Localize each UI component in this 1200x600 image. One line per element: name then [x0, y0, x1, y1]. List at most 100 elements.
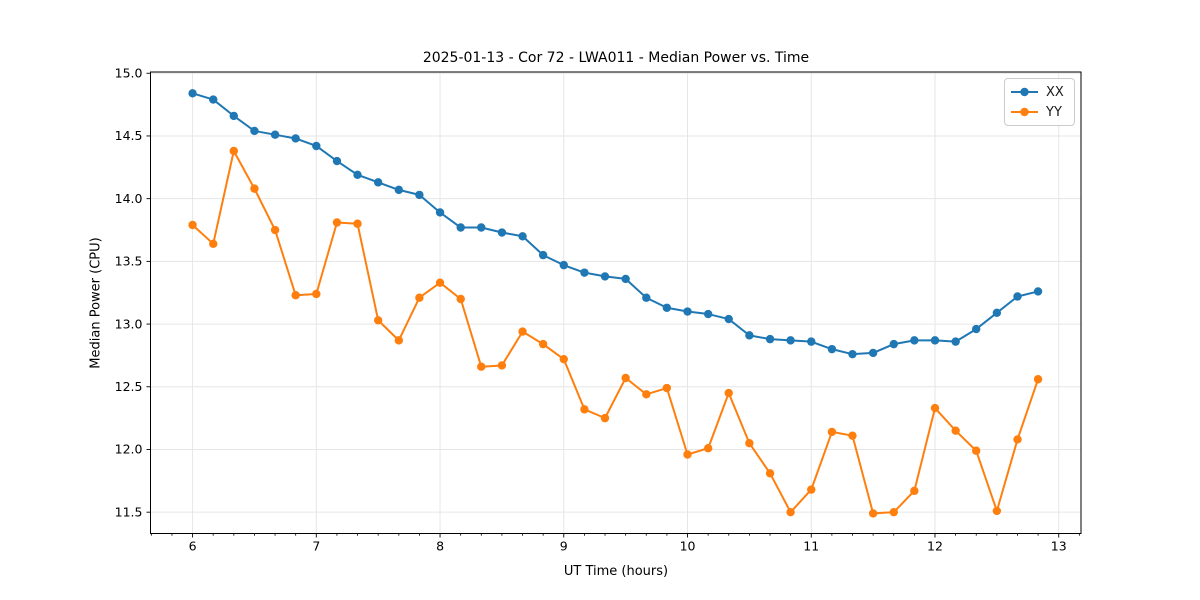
y-tick-label: 13.5 [115, 254, 143, 269]
data-point-xx [621, 274, 630, 284]
data-point-xx [250, 126, 259, 136]
data-point-xx [889, 339, 898, 349]
data-point-yy [600, 413, 610, 423]
legend-label-xx: XX [1046, 84, 1064, 100]
data-point-yy [827, 427, 837, 437]
data-point-yy [642, 390, 651, 399]
data-point-yy [353, 219, 362, 228]
legend-swatch-yy-icon [1011, 107, 1038, 117]
data-point-xx [270, 130, 280, 139]
y-tick-label: 13.0 [115, 316, 143, 331]
data-point-yy [209, 239, 218, 249]
legend-swatch-xx-icon [1011, 87, 1038, 97]
data-point-yy [250, 184, 259, 193]
data-point-yy [1013, 435, 1022, 444]
data-point-yy [1033, 375, 1043, 384]
y-tick-label: 11.5 [115, 504, 143, 519]
x-tick-label: 7 [312, 539, 320, 554]
data-point-xx [188, 89, 197, 98]
data-point-xx [703, 309, 713, 319]
data-point-yy [497, 361, 507, 370]
data-point-xx [910, 336, 919, 345]
data-point-xx [827, 344, 837, 354]
data-point-yy [373, 316, 383, 325]
data-point-yy [683, 450, 692, 459]
data-point-xx [497, 228, 507, 237]
data-point-xx [724, 314, 733, 324]
data-point-xx [229, 111, 238, 121]
chart-title: 2025-01-13 - Cor 72 - LWA011 - Median Po… [422, 50, 810, 66]
data-point-yy [930, 403, 940, 413]
data-point-yy [745, 439, 754, 448]
y-tick-label: 12.5 [115, 379, 143, 394]
data-point-yy [477, 362, 486, 371]
x-axis-label: UT Time (hours) [563, 564, 669, 579]
legend-item-xx: XX [1010, 82, 1068, 102]
data-point-yy [807, 485, 816, 494]
data-point-yy [270, 225, 280, 235]
data-point-xx [209, 95, 218, 104]
data-point-yy [291, 291, 300, 300]
x-tick-label: 13 [1051, 539, 1067, 554]
data-point-xx [291, 134, 300, 143]
data-point-yy [910, 486, 919, 496]
data-point-xx [868, 348, 878, 358]
data-point-xx [971, 324, 981, 334]
data-point-yy [868, 509, 878, 518]
data-point-xx [559, 260, 568, 270]
x-tick-label: 6 [189, 539, 197, 554]
data-point-xx [394, 185, 404, 195]
x-tick-label: 10 [680, 539, 696, 554]
series-line-yy [191, 150, 1040, 515]
data-point-xx [951, 337, 960, 346]
data-point-xx [683, 307, 692, 316]
data-point-yy [456, 294, 465, 304]
data-point-xx [600, 272, 610, 281]
data-point-xx [1033, 287, 1043, 296]
y-tick-label: 14.0 [115, 191, 143, 206]
data-point-yy [435, 278, 445, 287]
data-point-yy [332, 218, 342, 227]
data-point-xx [332, 156, 342, 166]
x-tick-label: 8 [436, 539, 444, 554]
data-point-xx [930, 336, 940, 345]
data-point-yy [538, 339, 548, 349]
data-point-xx [456, 223, 465, 232]
data-point-yy [188, 220, 197, 230]
data-point-yy [703, 444, 713, 453]
data-point-yy [889, 507, 898, 517]
data-point-xx [518, 232, 527, 241]
y-tick-label: 15.0 [115, 65, 143, 80]
legend: XX YY [1004, 78, 1075, 126]
y-tick-label: 12.0 [115, 442, 143, 457]
data-point-xx [312, 141, 321, 151]
data-point-xx [1013, 292, 1022, 301]
data-point-yy [971, 446, 981, 455]
data-point-yy [518, 327, 527, 336]
data-point-yy [312, 289, 321, 299]
y-axis-label: Median Power (CPU) [88, 237, 104, 369]
data-point-xx [745, 331, 754, 340]
x-tick-label: 9 [560, 539, 568, 554]
data-point-xx [538, 250, 548, 260]
data-point-yy [559, 354, 568, 364]
data-point-yy [415, 293, 424, 302]
data-point-yy [662, 383, 672, 393]
y-tick-label: 14.5 [115, 128, 143, 143]
data-point-xx [435, 208, 445, 217]
data-point-xx [353, 170, 362, 180]
data-point-yy [724, 388, 733, 398]
data-point-yy [394, 336, 404, 345]
x-tick-label: 11 [803, 539, 819, 554]
data-point-xx [642, 293, 651, 302]
data-point-xx [662, 303, 672, 312]
data-point-xx [580, 268, 589, 277]
data-point-yy [229, 146, 238, 156]
data-point-yy [580, 405, 589, 414]
legend-item-yy: YY [1010, 102, 1068, 122]
data-point-xx [786, 336, 795, 345]
data-point-xx [765, 334, 775, 344]
plot-area [150, 71, 1082, 534]
